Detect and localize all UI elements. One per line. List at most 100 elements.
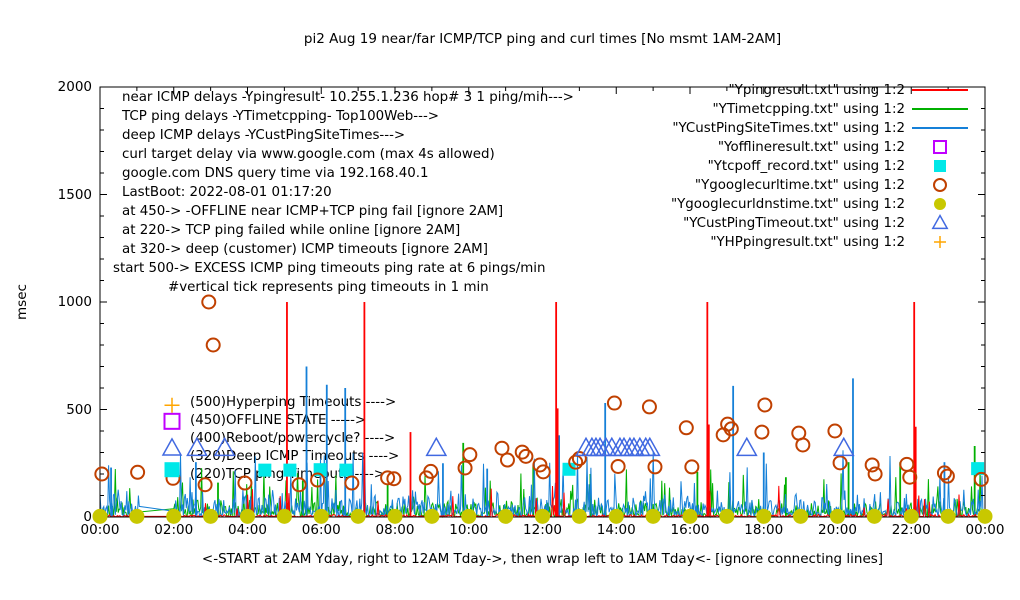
open-circle-point — [647, 459, 663, 475]
chart-title: pi2 Aug 19 near/far ICMP/TCP ping and cu… — [303, 31, 782, 47]
annotation-line: near ICMP delays -Ypingresult- 10.255.1.… — [122, 90, 574, 105]
open-circle-point — [165, 470, 181, 486]
legend-label: "Yofflineresult.txt" using 1:2 — [718, 140, 905, 155]
threshold-plus — [164, 397, 180, 413]
annotation-line: LastBoot: 2022-08-01 01:17:20 — [122, 185, 332, 200]
open-circle-point — [462, 447, 478, 463]
open-circle-point — [723, 421, 739, 437]
open-circle-point — [130, 464, 146, 480]
x-tick-label: 12:00 — [523, 522, 562, 538]
threshold-open-square — [163, 412, 181, 430]
open-circle-point — [678, 420, 694, 436]
threshold-open-triangle — [161, 437, 183, 456]
open-circle-point — [499, 452, 515, 468]
legend-label: "Ytcpoff_record.txt" using 1:2 — [708, 159, 905, 174]
x-tick-label: 06:00 — [301, 522, 341, 538]
open-triangle-point — [634, 436, 657, 457]
x-axis-label: <-START at 2AM Yday, right to 12AM Tday-… — [201, 551, 884, 567]
y-tick-label: 0 — [83, 509, 92, 525]
open-circle-point — [754, 424, 770, 440]
threshold-label: (400)Reboot/powercycle? ----> — [190, 431, 396, 446]
legend-marker — [934, 160, 946, 172]
open-circle-point — [867, 466, 883, 482]
open-circle-point — [610, 458, 626, 474]
open-triangle-point — [425, 436, 448, 457]
open-circle-point — [902, 469, 918, 485]
open-circle-point — [494, 440, 510, 456]
annotation-line: at 220-> TCP ping failed while online [i… — [122, 223, 461, 238]
open-circle-point — [606, 395, 622, 411]
filled-square-point — [971, 462, 985, 476]
y-tick-label: 500 — [66, 401, 92, 418]
x-tick-label: 10:00 — [449, 522, 489, 538]
open-circle-point — [423, 463, 439, 479]
open-circle-point — [827, 423, 843, 439]
open-circle-point — [518, 448, 534, 464]
legend: "Ypingresult.txt" using 1:2 "YTimetcpping… — [671, 83, 968, 250]
open-circle-point — [418, 470, 434, 486]
legend-label: "YCustPingSiteTimes.txt" using 1:2 — [672, 121, 905, 136]
open-circle-point — [568, 454, 584, 470]
y-tick-label: 1000 — [57, 294, 92, 310]
open-circle-point — [532, 457, 548, 473]
series-noise-band — [99, 485, 986, 519]
open-circle-point — [205, 337, 221, 353]
open-circle-point — [795, 437, 811, 453]
y-tick-label: 1500 — [57, 186, 92, 203]
legend-label: "Ypingresult.txt" using 1:2 — [728, 83, 905, 98]
legend-marker — [934, 236, 946, 248]
threshold-filled-square — [164, 462, 180, 478]
threshold-label: (220)TCP ping Timeouts ----> — [190, 467, 386, 482]
x-tick-label: 14:00 — [596, 522, 636, 538]
annotation-line: at 450-> -OFFLINE near ICMP+TCP ping fai… — [122, 204, 504, 219]
open-circle-point — [936, 465, 952, 481]
annotation-line: curl target delay via www.google.com (ma… — [122, 147, 495, 162]
x-tick-label: 00:00 — [80, 522, 120, 538]
x-tick-label: 02:00 — [154, 522, 194, 538]
x-tick-label: 00:00 — [965, 522, 1005, 538]
legend-marker — [934, 198, 946, 210]
open-triangle-point — [735, 436, 758, 457]
open-circle-point — [571, 451, 587, 467]
open-circle-point — [973, 471, 989, 487]
threshold-label: (450)OFFLINE STATE -----> — [190, 413, 367, 428]
x-tick-label: 08:00 — [375, 522, 415, 538]
open-triangle-point — [595, 436, 617, 457]
open-circle-point — [757, 397, 773, 413]
open-circle-point — [791, 425, 807, 441]
annotation-line: start 500-> EXCESS ICMP ping timeouts pi… — [113, 261, 546, 276]
legend-label: "YHPpingresult.txt" using 1:2 — [710, 235, 905, 250]
annotation-block: near ICMP delays -Ypingresult- 10.255.1.… — [113, 88, 574, 297]
threshold-label: (320)Deep ICMP Timeouts ----> — [190, 449, 400, 464]
open-circle-point — [720, 416, 736, 432]
open-triangle-point — [609, 436, 631, 457]
x-tick-label: 20:00 — [818, 522, 857, 538]
open-circle-point — [939, 468, 955, 484]
open-circle-point — [641, 399, 657, 415]
open-triangle-point — [628, 436, 651, 457]
annotation-line: TCP ping delays -YTimetcpping- Top100Web… — [122, 109, 440, 124]
open-circle-point — [832, 455, 848, 471]
x-tick-label: 18:00 — [744, 522, 784, 538]
open-triangle-point — [589, 436, 611, 457]
open-circle-point — [684, 459, 700, 475]
legend-label: "Ygooglecurldnstime.txt" using 1:2 — [671, 197, 905, 212]
open-circle-point — [201, 294, 217, 310]
open-circle-point — [864, 457, 880, 473]
open-circle-point — [94, 466, 110, 482]
open-circle-point — [899, 456, 915, 472]
open-triangle-point — [619, 436, 641, 457]
legend-label: "YTimetcpping.txt" using 1:2 — [712, 102, 905, 117]
open-circle-point — [715, 427, 731, 443]
annotation-line: google.com DNS query time via 192.168.40… — [122, 166, 429, 181]
filled-square-point — [562, 462, 576, 476]
open-triangle-point — [623, 436, 645, 457]
legend-marker — [931, 214, 949, 230]
annotation-line: at 320-> deep (customer) ICMP timeouts [… — [122, 242, 488, 257]
open-triangle-point — [638, 436, 661, 457]
legend-marker — [933, 140, 947, 154]
open-triangle-point — [613, 436, 635, 457]
legend-label: "YCustPingTimeout.txt" using 1:2 — [683, 216, 905, 231]
threshold-label: (500)Hyperping Timeouts ----> — [190, 395, 397, 410]
